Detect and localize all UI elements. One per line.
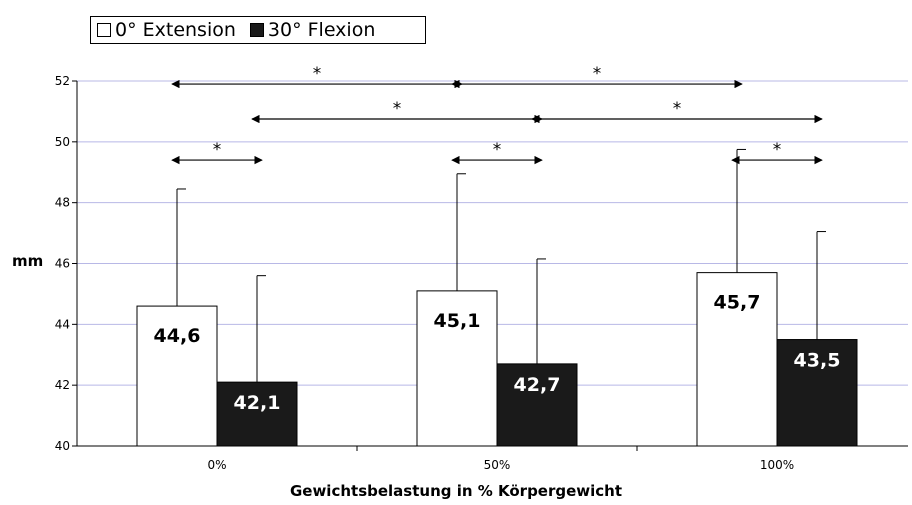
y-tick-label: 50 (55, 135, 70, 149)
x-tick-label: 0% (207, 458, 226, 472)
bar (776, 339, 858, 447)
y-tick-label: 52 (55, 74, 70, 88)
legend-item-flexion: 30° Flexion (249, 19, 376, 41)
significance-marker: * (593, 64, 602, 84)
legend-item-extension: 0° Extension (97, 19, 236, 41)
legend-swatch-extension (97, 23, 111, 37)
data-label: 45,7 (714, 292, 761, 314)
bar (216, 381, 298, 447)
significance-marker: * (673, 99, 682, 119)
chart-legend: 0° Extension 30° Flexion (90, 16, 426, 44)
legend-swatch-flexion (249, 23, 264, 37)
significance-marker: * (313, 64, 322, 84)
bar (496, 363, 578, 447)
y-tick-label: 44 (55, 317, 70, 331)
y-tick-label: 40 (55, 439, 70, 453)
significance-marker: * (213, 140, 222, 160)
y-tick-label: 42 (55, 378, 70, 392)
significance-marker: * (393, 99, 402, 119)
significance-marker: * (773, 140, 782, 160)
data-label: 45,1 (434, 310, 481, 332)
legend-label-flexion: 30° Flexion (267, 19, 376, 41)
y-tick-label: 46 (55, 257, 70, 271)
x-axis-label: Gewichtsbelastung in % Körpergewicht (289, 482, 623, 500)
data-label: 43,5 (794, 350, 841, 372)
x-tick-label: 100% (760, 458, 794, 472)
legend-label-extension: 0° Extension (115, 19, 236, 41)
data-label: 42,1 (234, 392, 281, 414)
y-tick-label: 48 (55, 196, 70, 210)
bar (696, 272, 778, 447)
significance-marker: * (493, 140, 502, 160)
data-label: 42,7 (514, 374, 561, 396)
bar (416, 290, 498, 447)
bar (136, 305, 218, 447)
data-label: 44,6 (154, 325, 201, 347)
y-axis-label: mm (12, 252, 44, 270)
x-tick-label: 50% (484, 458, 511, 472)
